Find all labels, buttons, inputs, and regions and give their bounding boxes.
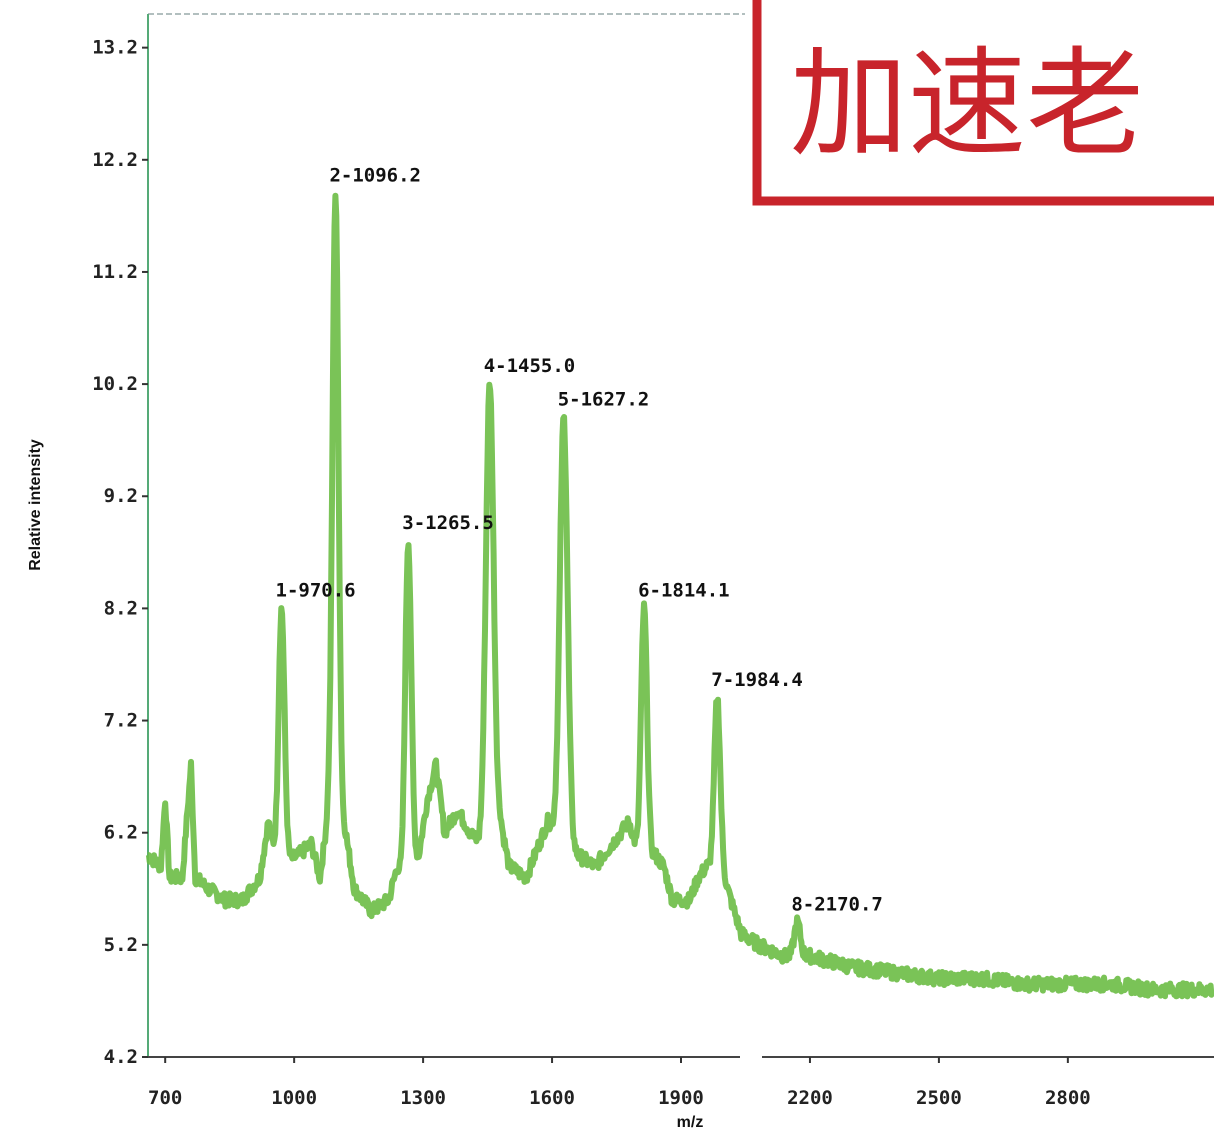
x-tick-label: 700 bbox=[148, 1087, 182, 1109]
x-tick-label: 1300 bbox=[400, 1087, 446, 1109]
y-tick-label: 4.2 bbox=[104, 1046, 138, 1068]
y-tick-label: 5.2 bbox=[104, 934, 138, 956]
y-tick-label: 10.2 bbox=[92, 373, 138, 395]
y-tick-label: 8.2 bbox=[104, 597, 138, 619]
peak-label: 8-2170.7 bbox=[791, 893, 883, 915]
peak-label: 2-1096.2 bbox=[329, 164, 421, 186]
y-axis-label: Relative intensity bbox=[27, 439, 44, 571]
peak-labels: 1-970.6 2-1096.2 3-1265.5 4-1455.0 5-1627.2 6… bbox=[276, 164, 883, 915]
stamp-border bbox=[752, 0, 1214, 206]
y-tick-label: 13.2 bbox=[92, 37, 138, 59]
y-ticks: 4.2 5.2 6.2 7.2 8.2 9.2 10.2 11.2 12.2 13.2 bbox=[92, 37, 148, 1068]
peak-label: 6-1814.1 bbox=[638, 579, 730, 601]
x-tick-label: 1600 bbox=[529, 1087, 575, 1109]
stamp-text: 加速老 bbox=[790, 35, 1144, 173]
stamp: 加速老 bbox=[752, 0, 1214, 206]
x-tick-label: 1000 bbox=[271, 1087, 317, 1109]
peak-label: 1-970.6 bbox=[276, 579, 356, 601]
y-tick-label: 7.2 bbox=[104, 710, 138, 732]
y-tick-label: 12.2 bbox=[92, 149, 138, 171]
peak-label: 5-1627.2 bbox=[558, 389, 650, 411]
x-axis-label: m/z bbox=[677, 1114, 704, 1129]
peak-label: 7-1984.4 bbox=[711, 669, 803, 691]
x-ticks: 700 1000 1300 1600 1900 2200 2500 2800 bbox=[148, 1057, 1091, 1109]
spectrum-line bbox=[145, 192, 1214, 1000]
y-tick-label: 9.2 bbox=[104, 485, 138, 507]
x-tick-label: 2200 bbox=[787, 1087, 833, 1109]
y-tick-label: 11.2 bbox=[92, 261, 138, 283]
y-tick-label: 6.2 bbox=[104, 822, 138, 844]
peak-label: 3-1265.5 bbox=[402, 512, 494, 534]
peak-label: 4-1455.0 bbox=[484, 355, 576, 377]
x-tick-label: 2500 bbox=[916, 1087, 962, 1109]
x-tick-label: 2800 bbox=[1045, 1087, 1091, 1109]
x-tick-label: 1900 bbox=[658, 1087, 704, 1109]
spectrum-series bbox=[145, 192, 1214, 1000]
